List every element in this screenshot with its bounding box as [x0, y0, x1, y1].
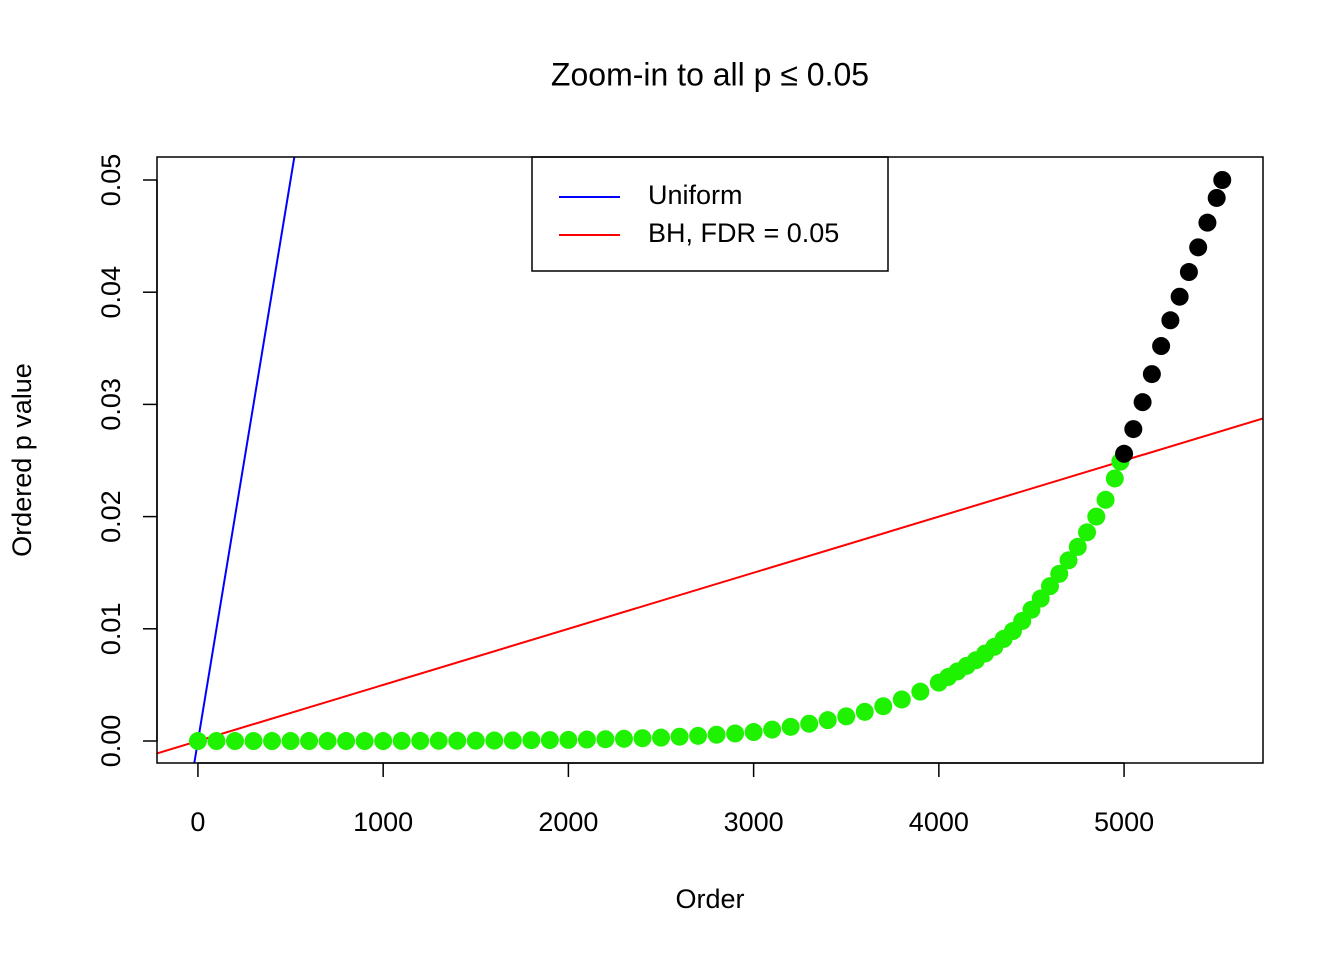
- point: [1050, 564, 1069, 583]
- point: [1170, 287, 1189, 306]
- x-tick-label: 1000: [353, 807, 413, 837]
- point: [1105, 469, 1124, 488]
- point: [689, 726, 708, 745]
- point: [429, 731, 448, 750]
- point: [337, 732, 356, 751]
- y-tick-label: 0.00: [96, 715, 126, 768]
- points: [188, 171, 1232, 751]
- legend-label: Uniform: [648, 180, 743, 210]
- point: [1152, 337, 1171, 356]
- y-axis-label: Ordered p value: [7, 363, 37, 557]
- point: [1142, 365, 1161, 384]
- point: [1179, 263, 1198, 282]
- x-tick-label: 3000: [724, 807, 784, 837]
- point: [1124, 420, 1143, 439]
- point: [374, 732, 393, 751]
- point: [1031, 589, 1050, 608]
- point: [1189, 238, 1208, 257]
- point: [726, 724, 745, 743]
- point: [263, 732, 282, 751]
- legend: Uniform BH, FDR = 0.05: [559, 180, 839, 248]
- point: [1087, 507, 1106, 526]
- point: [596, 730, 615, 749]
- point: [800, 714, 819, 733]
- point: [707, 725, 726, 744]
- point: [466, 731, 485, 750]
- point: [244, 732, 263, 751]
- point: [652, 728, 671, 747]
- point: [911, 682, 930, 701]
- point: [392, 731, 411, 750]
- x-tick-label: 5000: [1094, 807, 1154, 837]
- point: [1207, 188, 1226, 207]
- point: [411, 731, 430, 750]
- x-axis-label: Order: [675, 884, 744, 914]
- point: [522, 731, 541, 750]
- y-tick-label: 0.02: [96, 490, 126, 543]
- point: [763, 720, 782, 739]
- point: [1040, 577, 1059, 596]
- x-tick-label: 0: [190, 807, 205, 837]
- point: [1115, 444, 1134, 463]
- y-tick-label: 0.03: [96, 378, 126, 431]
- point: [874, 697, 893, 716]
- point: [818, 711, 837, 730]
- point: [614, 729, 633, 748]
- point: [485, 731, 504, 750]
- point: [1096, 490, 1115, 509]
- point: [448, 731, 467, 750]
- point: [744, 723, 763, 742]
- x-tick-label: 2000: [538, 807, 598, 837]
- point: [318, 732, 337, 751]
- point: [1059, 551, 1078, 570]
- point: [855, 702, 874, 721]
- y-tick-label: 0.05: [96, 154, 126, 207]
- point: [188, 732, 207, 751]
- point: [837, 707, 856, 726]
- point: [540, 731, 559, 750]
- lines: [157, 157, 1263, 763]
- point: [300, 732, 319, 751]
- legend-box: [531, 156, 889, 272]
- point: [1068, 537, 1087, 556]
- point: [1198, 213, 1217, 232]
- point: [1078, 523, 1097, 542]
- point: [355, 732, 374, 751]
- point: [1161, 311, 1180, 330]
- chart-title: Zoom-in to all p ≤ 0.05: [551, 56, 869, 92]
- point: [781, 717, 800, 736]
- point: [577, 730, 596, 749]
- point: [503, 731, 522, 750]
- point: [207, 732, 226, 751]
- reference-line: [157, 417, 1263, 755]
- point: [281, 732, 300, 751]
- legend-label: BH, FDR = 0.05: [648, 218, 839, 248]
- y-tick-label: 0.04: [96, 266, 126, 319]
- point: [633, 729, 652, 748]
- point: [1213, 171, 1232, 190]
- y-tick-label: 0.01: [96, 603, 126, 656]
- point: [892, 690, 911, 709]
- point: [670, 727, 689, 746]
- point: [559, 730, 578, 749]
- x-tick-label: 4000: [909, 807, 969, 837]
- point: [225, 732, 244, 751]
- axes: 0 1000 2000 3000 4000 5000 0.00 0.01 0.02 0.03 0.0…: [96, 154, 1154, 837]
- point: [1133, 393, 1152, 412]
